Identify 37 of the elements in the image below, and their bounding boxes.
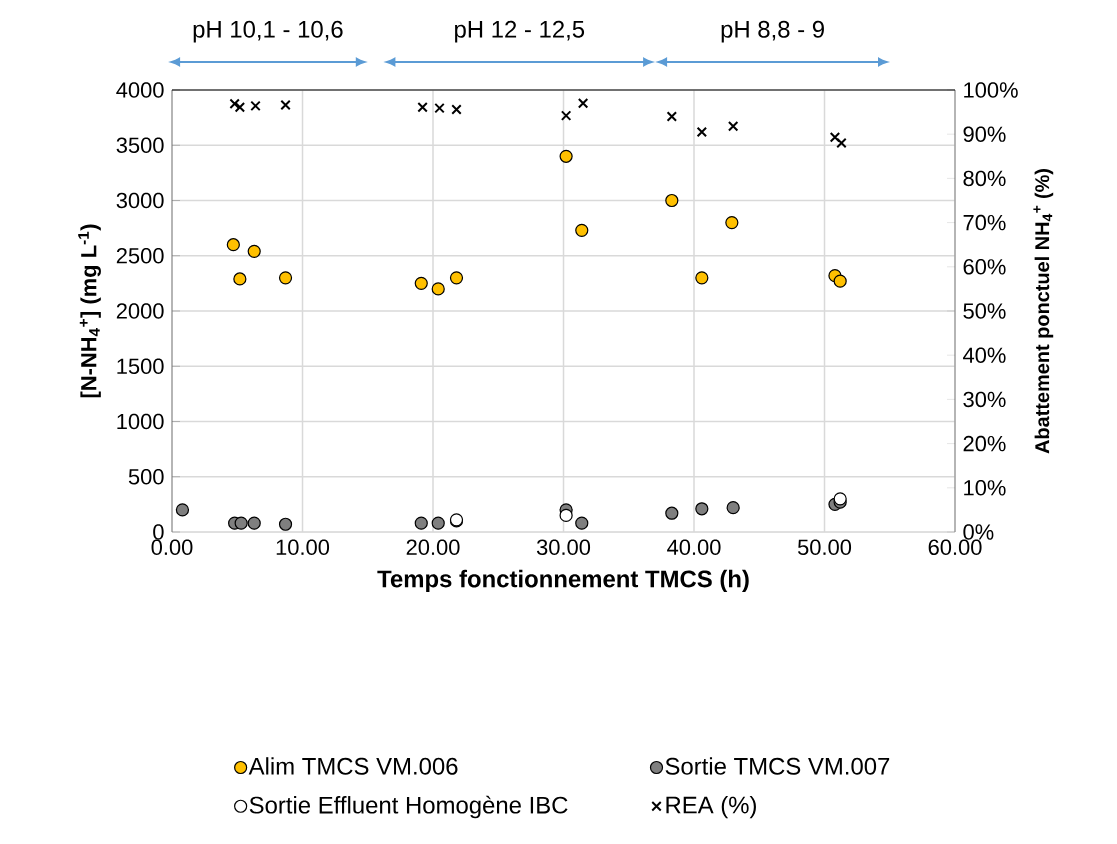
y-tick-label: 1000: [117, 413, 164, 430]
y2-tick-label: 80%: [963, 170, 1006, 187]
text: pH 12 - 12,5: [455, 20, 585, 43]
x-tick-label: 30.00: [536, 539, 591, 556]
y-tick-label: 3000: [116, 192, 164, 209]
x-tick-label: 20.00: [406, 539, 460, 556]
y-tick-label: 3500: [116, 137, 164, 154]
y2-tick-label: 40%: [963, 347, 1006, 363]
legend-label: Sortie TMCS VM.007: [665, 757, 890, 775]
y2-tick-label: 60%: [963, 259, 1006, 275]
x-tick-label: 10.00: [276, 539, 330, 556]
y2-tick-label: 0%: [963, 524, 994, 540]
y-axis-title: [N-NH$_{4}$$^{+}$] (mg L$^{-1}$): [78, 224, 101, 398]
y-tick-label: 1500: [117, 358, 164, 375]
y2-tick-label: 50%: [963, 303, 1006, 319]
y2-tick-label: 90%: [963, 126, 1006, 142]
y-tick-label: 2500: [116, 247, 164, 264]
y2-tick-label: 10%: [964, 480, 1006, 496]
legend-label: Sortie Effluent Homogène IBC: [249, 795, 568, 819]
y-tick-label: 0: [153, 524, 164, 540]
y2-tick-label: 20%: [963, 435, 1006, 452]
x-tick-label: 50.00: [797, 539, 852, 556]
y2-tick-label: 30%: [963, 391, 1006, 408]
y-tick-label: 500: [128, 468, 164, 485]
legend-label: REA (%): [666, 795, 756, 819]
x-tick-label: 60.00: [928, 539, 982, 556]
y-tick-label: 2000: [116, 303, 164, 319]
y2-tick-label: 100%: [964, 82, 1018, 98]
legend-label: Alim TMCS VM.006: [248, 757, 458, 775]
text: pH 10,1 - 10,6: [193, 20, 343, 43]
y2-tick-label: 70%: [963, 214, 1006, 231]
text: pH 8,8 - 9: [721, 20, 824, 43]
y2-axis-title: Abattement ponctuel NH$_{4}$$^{+}$ (%): [1033, 169, 1054, 454]
x-tick-label: 40.00: [667, 539, 721, 556]
x-tick-label: 0.00: [151, 539, 193, 556]
y-tick-label: 4000: [116, 82, 164, 98]
x-axis-title: Temps fonctionnement TMCS (h): [377, 569, 749, 593]
